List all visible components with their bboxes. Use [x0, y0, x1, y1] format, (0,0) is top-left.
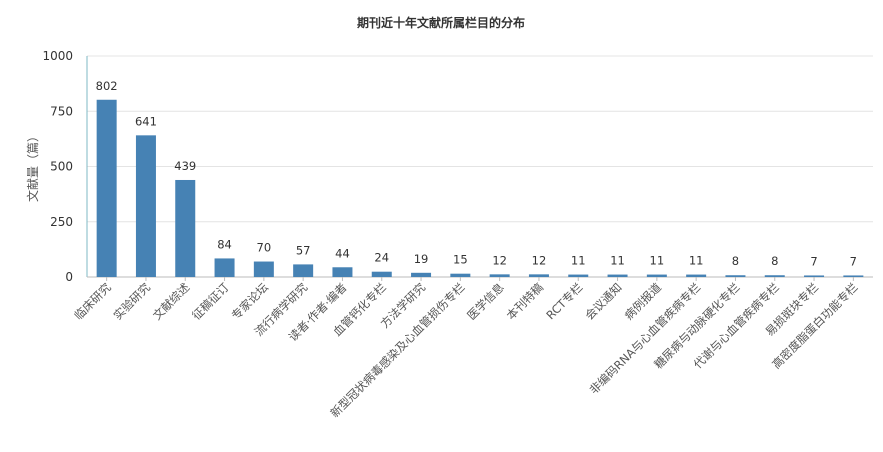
bar [253, 261, 274, 277]
chart-title: 期刊近十年文献所属栏目的分布 [357, 15, 525, 30]
bars [96, 99, 864, 278]
data-label: 11 [650, 254, 665, 268]
data-label: 8 [732, 254, 739, 268]
data-label: 439 [174, 159, 196, 173]
bar [607, 274, 628, 277]
bar [568, 274, 589, 277]
bar [686, 274, 707, 277]
bar [489, 274, 510, 277]
data-label: 84 [217, 237, 232, 251]
x-tick-label: 本刊特稿 [504, 280, 546, 322]
bar [135, 135, 156, 277]
data-label: 12 [532, 253, 547, 267]
data-label: 8 [771, 254, 778, 268]
data-label: 12 [492, 253, 507, 267]
data-labels: 802 641 439 84 70 57 44 24 19 15 12 12 11 11 11 11 8 8 7 7 [96, 79, 857, 269]
bar [804, 275, 825, 277]
x-tick-label: 临床研究 [71, 280, 114, 323]
bar [371, 271, 392, 277]
x-tick-label: 医学信息 [464, 280, 506, 322]
data-label: 44 [335, 246, 350, 260]
bar [725, 275, 746, 277]
y-tick-label: 750 [50, 104, 73, 118]
bar [332, 267, 353, 277]
y-tick-label: 250 [50, 215, 73, 229]
y-tick-label: 0 [65, 270, 73, 284]
bar [214, 258, 235, 277]
x-tick-label: RCT专栏 [543, 280, 585, 322]
bar [293, 264, 314, 277]
data-label: 57 [296, 243, 311, 257]
bar [528, 274, 549, 277]
x-tick-label: 实验研究 [111, 280, 154, 323]
bar [843, 275, 864, 277]
bar [411, 272, 432, 277]
x-tick-label: 征稿征订 [189, 280, 232, 323]
x-tick-label: 文献综述 [150, 280, 193, 323]
data-label: 70 [257, 241, 272, 255]
data-label: 7 [850, 254, 857, 268]
gridlines [87, 55, 873, 223]
bar [764, 275, 785, 277]
data-label: 11 [689, 254, 704, 268]
data-label: 15 [453, 253, 468, 267]
y-tick-label: 500 [50, 160, 73, 174]
y-tick-labels: 0 250 500 750 1000 [42, 49, 73, 284]
y-axis-label: 文献量（篇） [25, 130, 40, 202]
x-tick-labels: 临床研究实验研究文献综述征稿征订专家论坛流行病学研究读者·作者·编者血管钙化专栏… [71, 277, 860, 420]
x-tick-label: 会议通知 [582, 280, 624, 322]
bar [646, 274, 667, 277]
y-tick-label: 1000 [42, 49, 73, 63]
bar [175, 179, 196, 277]
data-label: 641 [135, 114, 157, 128]
data-label: 11 [610, 254, 625, 268]
data-label: 802 [96, 79, 118, 93]
data-label: 24 [374, 251, 389, 265]
data-label: 7 [810, 254, 817, 268]
bar [96, 99, 117, 278]
data-label: 19 [414, 252, 429, 266]
bar [450, 273, 471, 277]
data-label: 11 [571, 254, 586, 268]
